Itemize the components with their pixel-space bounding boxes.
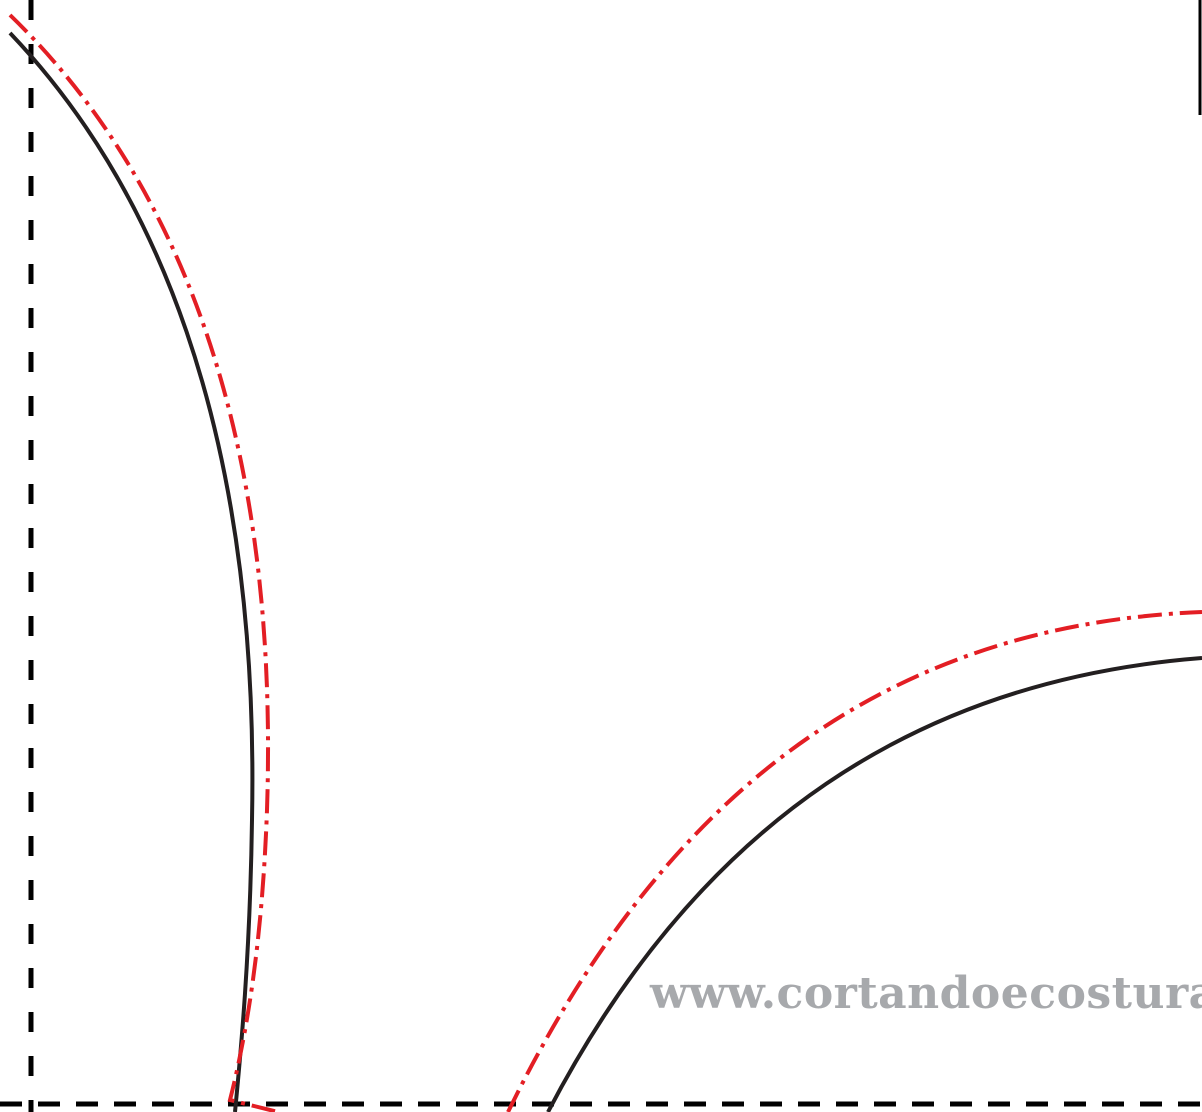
right-curve-stitch-line (546, 656, 1202, 1112)
right-curve-seam-allowance (506, 610, 1202, 1112)
left-curve-stitch-line (8, 31, 255, 1112)
watermark-text: www.cortandoecosturando.c (649, 968, 1202, 1019)
left-curve-seam-allowance (8, 13, 279, 1112)
